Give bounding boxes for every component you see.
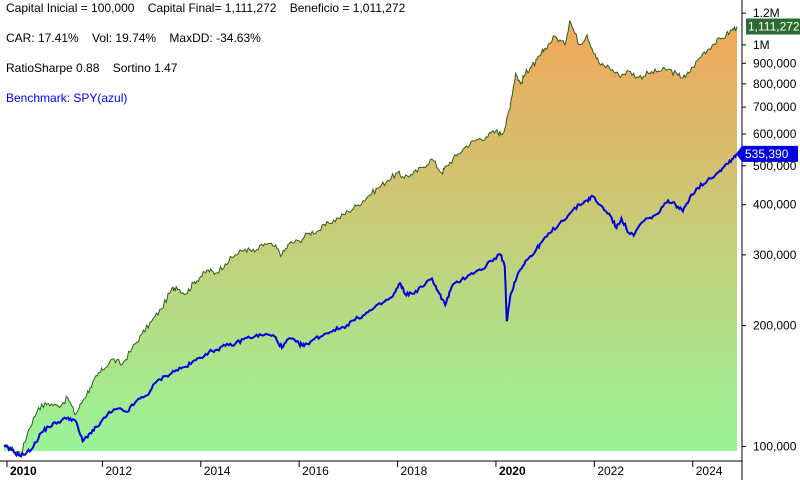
- strategy-last-value-tag: [746, 18, 800, 35]
- performance-stats-text: CAR: 17.41% Vol: 19.74% MaxDD: -34.63%: [6, 31, 261, 45]
- x-axis: 2010 2012 2014 2016 2018 2020 2022 2024: [0, 460, 742, 478]
- x-tick-label: 2010: [10, 464, 37, 478]
- x-tick-label: 2014: [204, 464, 231, 478]
- last-value-tags: 1,111,272 535,390: [736, 18, 800, 162]
- y-tick-label: 600,000: [753, 127, 797, 141]
- x-tick-label: 2018: [401, 464, 428, 478]
- y-tick-label: 1.2M: [753, 6, 780, 20]
- y-tick-label: 400,000: [753, 198, 797, 212]
- x-tick-label: 2022: [597, 464, 624, 478]
- x-tick-label: 2024: [696, 464, 723, 478]
- benchmark-legend: Benchmark: SPY(azul): [6, 91, 128, 105]
- benchmark-last-value-tag: [736, 145, 798, 162]
- strategy-last-value-label: 1,111,272: [748, 20, 800, 34]
- strategy-equity-line: [3, 20, 738, 456]
- x-tick-label: 2016: [302, 464, 329, 478]
- capital-summary-text: Capital Inicial = 100,000 Capital Final=…: [6, 1, 406, 15]
- y-tick-label: 800,000: [753, 77, 797, 91]
- benchmark-last-value-label: 535,390: [745, 147, 789, 161]
- y-tick-label: 1M: [753, 38, 770, 52]
- x-tick-label: 2012: [105, 464, 132, 478]
- y-tick-label: 900,000: [753, 56, 797, 70]
- y-tick-label: 700,000: [753, 100, 797, 114]
- y-tick-label: 100,000: [753, 439, 797, 453]
- y-tick-label: 200,000: [753, 319, 797, 333]
- y-tick-label: 500,000: [753, 159, 797, 173]
- benchmark-spy-line: [3, 153, 738, 458]
- y-axis: 100,000 200,000 300,000 400,000 500,000 600,0…: [741, 0, 797, 480]
- x-tick-label: 2020: [499, 464, 526, 478]
- strategy-equity-area: [4, 20, 737, 455]
- y-tick-label: 300,000: [753, 248, 797, 262]
- ratio-stats-text: RatioSharpe 0.88 Sortino 1.47: [6, 61, 178, 75]
